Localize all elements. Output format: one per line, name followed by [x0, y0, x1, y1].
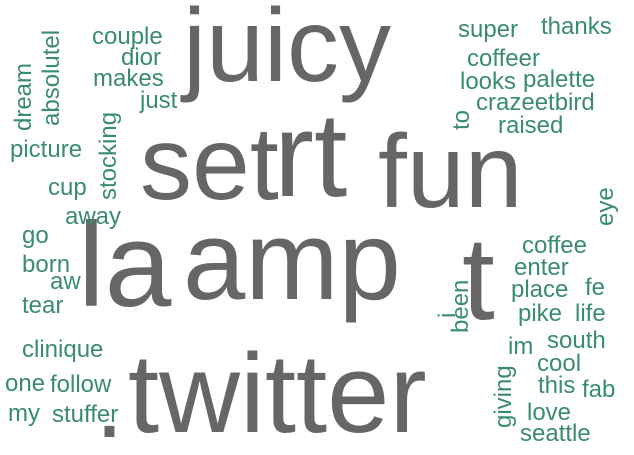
word-looks: looks — [460, 68, 517, 95]
word-palette: palette — [523, 66, 596, 93]
word-to: to — [448, 109, 475, 130]
word-twitter: twitter — [128, 331, 427, 455]
word-super: super — [458, 16, 519, 43]
word-absolutel: absolutel — [38, 29, 65, 126]
word-love: love — [527, 399, 572, 426]
word-clinique: clinique — [22, 336, 104, 363]
word-born: born — [22, 251, 71, 278]
word-follow: follow — [50, 371, 112, 398]
word-coffeer: coffeer — [467, 45, 540, 72]
word-just: just — [140, 87, 178, 114]
word-juicy: juicy — [183, 0, 392, 104]
word-dior: dior — [121, 44, 162, 71]
word-la: la — [78, 198, 172, 332]
word-picture: picture — [10, 136, 83, 163]
word-seattle: seattle — [520, 420, 591, 447]
word-stocking: stocking — [95, 111, 122, 200]
word-one: one — [5, 370, 46, 397]
word-this: this — [538, 372, 576, 399]
word-im: im — [508, 333, 534, 360]
word-dream: dream — [10, 62, 37, 131]
word-rt: rt — [274, 88, 348, 222]
word-dot: . — [95, 344, 124, 455]
word-been: been — [447, 279, 474, 333]
word-go: go — [22, 222, 49, 249]
word-fab: fab — [582, 376, 616, 403]
word-tear: tear — [22, 292, 64, 319]
word-raised: raised — [498, 112, 564, 139]
word-enter: enter — [514, 254, 569, 281]
word-eye: eye — [592, 187, 619, 226]
word-south: south — [547, 327, 606, 354]
word-cup: cup — [48, 174, 87, 201]
word-aw: aw — [50, 268, 81, 295]
word-place: place — [511, 276, 569, 303]
word-cool: cool — [537, 350, 582, 377]
word-set: set — [140, 106, 279, 222]
word-amp: amp — [183, 198, 401, 323]
word-thanks: thanks — [541, 13, 612, 40]
word-coffee: coffee — [522, 232, 587, 259]
word-fe: fe — [585, 274, 606, 301]
word-my: my — [8, 400, 40, 427]
word-fun: fun — [378, 114, 523, 230]
word-t: t — [462, 213, 495, 345]
word-away: away — [65, 203, 122, 230]
word-stuffer: stuffer — [52, 401, 119, 428]
word-makes: makes — [93, 65, 164, 92]
word-giving: giving — [490, 365, 517, 428]
word-life: life — [575, 300, 606, 327]
word-crazeetbird: crazeetbird — [476, 89, 595, 116]
word-i: i — [434, 312, 461, 318]
word-couple: couple — [92, 23, 163, 50]
word-pike: pike — [518, 300, 563, 327]
